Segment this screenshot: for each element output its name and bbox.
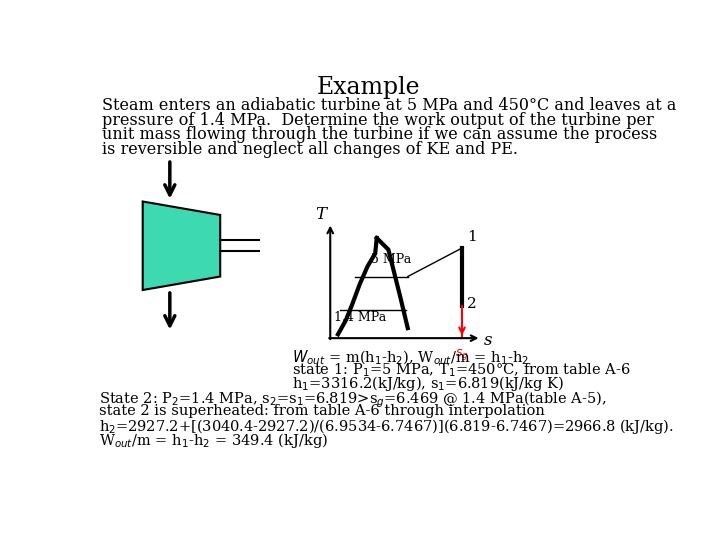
Text: state 2 is superheated: from table A-6 through interpolation: state 2 is superheated: from table A-6 t…: [99, 403, 545, 417]
Text: unit mass flowing through the turbine if we can assume the process: unit mass flowing through the turbine if…: [102, 126, 657, 144]
Text: State 2: P$_2$=1.4 MPa, s$_2$=s$_1$=6.819>s$_g$=6.469 @ 1.4 MPa(table A-5),: State 2: P$_2$=1.4 MPa, s$_2$=s$_1$=6.81…: [99, 390, 607, 410]
Text: s: s: [484, 332, 492, 349]
Text: 1: 1: [467, 230, 477, 244]
Text: is reversible and neglect all changes of KE and PE.: is reversible and neglect all changes of…: [102, 141, 518, 158]
Text: pressure of 1.4 MPa.  Determine the work output of the turbine per: pressure of 1.4 MPa. Determine the work …: [102, 112, 653, 129]
Text: h$_2$=2927.2+[(3040.4-2927.2)/(6.9534-6.7467)](6.819-6.7467)=2966.8 (kJ/kg).: h$_2$=2927.2+[(3040.4-2927.2)/(6.9534-6.…: [99, 417, 674, 436]
Text: W$_{out}$/m = h$_1$-h$_2$ = 349.4 (kJ/kg): W$_{out}$/m = h$_1$-h$_2$ = 349.4 (kJ/kg…: [99, 431, 328, 450]
Text: 1.4 MPa: 1.4 MPa: [333, 311, 386, 324]
Text: h$_1$=3316.2(kJ/kg), s$_1$=6.819(kJ/kg K): h$_1$=3316.2(kJ/kg), s$_1$=6.819(kJ/kg K…: [292, 374, 564, 393]
Text: $W_{out}$ = m(h$_1$-h$_2$), W$_{out}$/m = h$_1$-h$_2$: $W_{out}$ = m(h$_1$-h$_2$), W$_{out}$/m …: [292, 348, 528, 367]
Text: Steam enters an adiabatic turbine at 5 MPa and 450°C and leaves at a: Steam enters an adiabatic turbine at 5 M…: [102, 97, 676, 114]
Text: Example: Example: [318, 76, 420, 99]
Text: 5 MPa: 5 MPa: [371, 253, 411, 266]
Text: 2: 2: [467, 297, 477, 311]
Polygon shape: [143, 201, 220, 290]
Text: state 1: P$_1$=5 MPa, T$_1$=450°C, from table A-6: state 1: P$_1$=5 MPa, T$_1$=450°C, from …: [292, 361, 630, 379]
Text: $s_g$: $s_g$: [455, 347, 469, 362]
Text: T: T: [315, 206, 326, 222]
